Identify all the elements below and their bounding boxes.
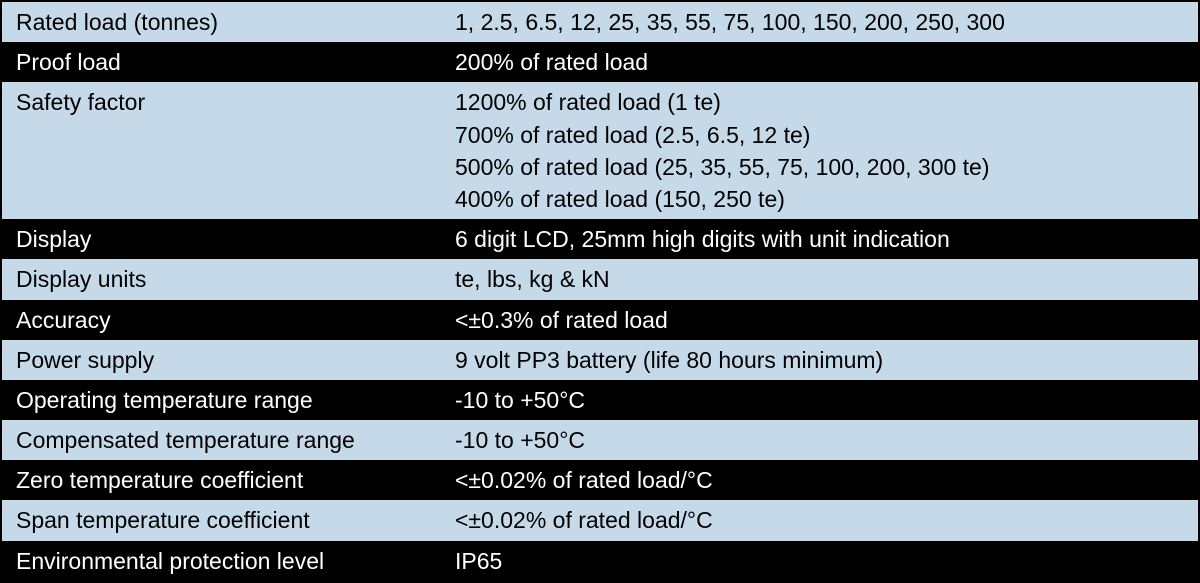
table-row: Accuracy <±0.3% of rated load [1,300,1199,340]
spec-value: <±0.3% of rated load [441,300,1199,340]
spec-label: Compensated temperature range [1,420,441,460]
spec-value-line: 200% of rated load [455,46,1184,78]
spec-value-line: <±0.3% of rated load [455,304,1184,336]
spec-value: -10 to +50°C [441,380,1199,420]
spec-value: te, lbs, kg & kN [441,259,1199,299]
spec-value-line: 500% of rated load (25, 35, 55, 75, 100,… [455,151,1184,183]
spec-label: Display units [1,259,441,299]
table-row: Display 6 digit LCD, 25mm high digits wit… [1,219,1199,259]
table-row: Operating temperature range -10 to +50°C [1,380,1199,420]
spec-value-line: -10 to +50°C [455,384,1184,416]
spec-label: Zero temperature coefficient [1,460,441,500]
spec-value-line: 400% of rated load (150, 250 te) [455,183,1184,215]
spec-table: Rated load (tonnes) 1, 2.5, 6.5, 12, 25, … [0,0,1200,583]
table-row: Environmental protection level IP65 [1,541,1199,582]
spec-value-line: IP65 [455,545,1184,577]
spec-value-line: 700% of rated load (2.5, 6.5, 12 te) [455,119,1184,151]
spec-value-line: 1200% of rated load (1 te) [455,86,1184,118]
table-row: Power supply 9 volt PP3 battery (life 80 … [1,340,1199,380]
spec-value-line: <±0.02% of rated load/°C [455,504,1184,536]
spec-value: 9 volt PP3 battery (life 80 hours minimu… [441,340,1199,380]
spec-value-line: 1, 2.5, 6.5, 12, 25, 35, 55, 75, 100, 15… [455,6,1184,38]
spec-label: Accuracy [1,300,441,340]
spec-label: Safety factor [1,82,441,219]
spec-label: Environmental protection level [1,541,441,582]
spec-value-line: 6 digit LCD, 25mm high digits with unit … [455,223,1184,255]
spec-value: 1, 2.5, 6.5, 12, 25, 35, 55, 75, 100, 15… [441,1,1199,42]
spec-value: IP65 [441,541,1199,582]
table-row: Safety factor1200% of rated load (1 te)7… [1,82,1199,219]
table-row: Proof load 200% of rated load [1,42,1199,82]
spec-value: <±0.02% of rated load/°C [441,460,1199,500]
table-row: Span temperature coefficient <±0.02% of r… [1,500,1199,540]
spec-value: <±0.02% of rated load/°C [441,500,1199,540]
table-row: Zero temperature coefficient <±0.02% of r… [1,460,1199,500]
table-row: Display units te, lbs, kg & kN [1,259,1199,299]
spec-label: Rated load (tonnes) [1,1,441,42]
table-row: Compensated temperature range -10 to +50°… [1,420,1199,460]
table-row: Rated load (tonnes) 1, 2.5, 6.5, 12, 25, … [1,1,1199,42]
spec-label: Power supply [1,340,441,380]
spec-label: Display [1,219,441,259]
spec-label: Operating temperature range [1,380,441,420]
spec-value: 1200% of rated load (1 te)700% of rated … [441,82,1199,219]
spec-label: Span temperature coefficient [1,500,441,540]
spec-value-line: -10 to +50°C [455,424,1184,456]
spec-value: -10 to +50°C [441,420,1199,460]
spec-value-line: 9 volt PP3 battery (life 80 hours minimu… [455,344,1184,376]
spec-value-line: te, lbs, kg & kN [455,263,1184,295]
spec-label: Proof load [1,42,441,82]
spec-value: 6 digit LCD, 25mm high digits with unit … [441,219,1199,259]
spec-value: 200% of rated load [441,42,1199,82]
spec-value-line: <±0.02% of rated load/°C [455,464,1184,496]
